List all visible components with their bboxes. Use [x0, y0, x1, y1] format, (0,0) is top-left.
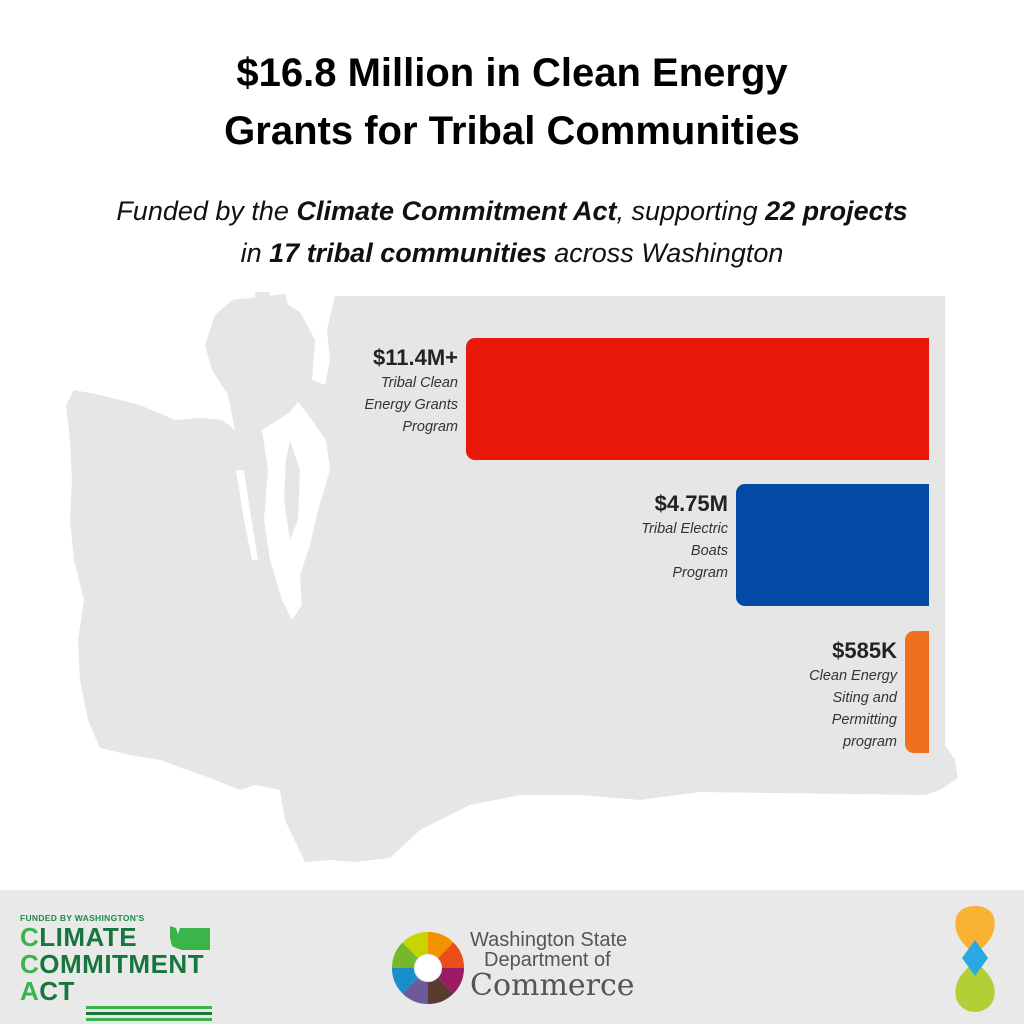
subtitle-bold-projects: 22 projects — [765, 196, 908, 226]
subtitle-part-3: in — [240, 238, 270, 268]
climate-commitment-act-logo: FUNDED BY WASHINGTON'S CLIMATE COMMITMEN… — [20, 912, 220, 1021]
bar-desc-line: program — [843, 734, 897, 750]
brand-drop-bottom — [955, 962, 995, 1012]
subtitle-part-1: Funded by the — [116, 196, 297, 226]
bar-clean-energy-siting — [905, 631, 929, 753]
cca-word-act: ACT — [20, 976, 75, 1006]
bar-desc-line: Energy Grants — [364, 397, 459, 413]
commerce-wheel-petal — [428, 977, 454, 1005]
bar-desc-line: Tribal Clean — [380, 375, 458, 391]
subtitle-bold-communities: 17 tribal communities — [269, 238, 547, 268]
page-title: $16.8 Million in Clean Energy Grants for… — [0, 44, 1024, 160]
bar-desc-line: Siting and — [832, 690, 898, 706]
commerce-line-3: Commerce — [470, 968, 635, 1003]
island-4 — [255, 292, 270, 302]
subtitle: Funded by the Climate Commitment Act, su… — [0, 190, 1024, 274]
commerce-wheel-petal — [437, 942, 465, 968]
bar-value-label: $585K — [832, 638, 897, 663]
title-line-1: $16.8 Million in Clean Energy — [236, 51, 788, 95]
commerce-wheel-petal — [402, 931, 428, 959]
commerce-wheel-petal — [402, 978, 428, 1005]
commerce-line-2: Department of — [484, 949, 611, 971]
brand-drop-logo — [955, 906, 995, 1012]
commerce-wheel-petal — [438, 968, 465, 994]
cca-stripes — [86, 1006, 212, 1021]
bar-tribal-clean-energy — [466, 338, 929, 460]
label-tribal-clean-energy: $11.4M+ Tribal Clean Energy Grants Progr… — [365, 344, 459, 438]
island-1 — [284, 440, 300, 540]
bar-desc-line: Permitting — [831, 712, 897, 728]
bar-tribal-electric-boats — [736, 484, 929, 606]
bar-desc-line: Boats — [690, 543, 728, 559]
bar-value-label: $11.4M+ — [372, 345, 458, 370]
commerce-wheel-petal — [391, 968, 419, 994]
bar-value-label: $4.75M — [654, 491, 728, 516]
subtitle-part-2: , supporting — [616, 196, 766, 226]
footer: FUNDED BY WASHINGTON'S CLIMATE COMMITMEN… — [0, 890, 1024, 1024]
brand-drop-top — [955, 906, 995, 954]
bar-desc-line: Program — [672, 565, 728, 581]
cca-word-commitment: COMMITMENT — [20, 949, 205, 979]
commerce-logo: Washington State Department of Commerce — [390, 929, 650, 1005]
title-line-2: Grants for Tribal Communities — [224, 109, 800, 153]
commerce-wheel-icon — [391, 931, 465, 1005]
hood-canal — [236, 470, 258, 560]
cca-word-climate: CLIMATE — [20, 922, 138, 952]
brand-diamond — [962, 940, 988, 976]
label-clean-energy-siting: $585K Clean Energy Siting and Permitting… — [809, 637, 897, 753]
subtitle-part-4: across Washington — [546, 238, 784, 268]
washington-outline-icon — [170, 926, 210, 950]
cca-funded-by: FUNDED BY WASHINGTON'S — [20, 913, 145, 923]
island-3 — [264, 370, 284, 396]
island-2 — [244, 330, 270, 362]
subtitle-bold-cca: Climate Commitment Act — [296, 196, 617, 226]
bar-desc-line: Tribal Electric — [641, 521, 728, 537]
commerce-wheel-petal — [428, 931, 454, 958]
commerce-wheel-petal — [391, 942, 418, 968]
bar-desc-line: Clean Energy — [809, 668, 897, 684]
commerce-line-1: Washington State — [470, 929, 628, 951]
label-tribal-electric-boats: $4.75M Tribal Electric Boats Program — [641, 490, 728, 584]
bar-desc-line: Program — [402, 419, 458, 435]
